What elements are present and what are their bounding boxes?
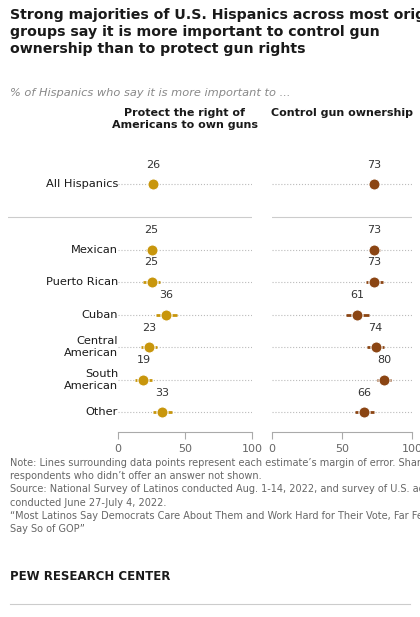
Text: 73: 73 [367,225,381,235]
Text: 25: 25 [144,225,159,235]
Text: Puerto Rican: Puerto Rican [46,277,118,287]
Text: Central
American: Central American [64,336,118,358]
Text: Other: Other [86,407,118,418]
Text: 80: 80 [377,355,391,365]
Text: 73: 73 [367,257,381,267]
Text: PEW RESEARCH CENTER: PEW RESEARCH CENTER [10,570,171,583]
Text: % of Hispanics who say it is more important to ...: % of Hispanics who say it is more import… [10,88,291,98]
Text: 33: 33 [155,388,169,398]
Text: Cuban: Cuban [81,310,118,320]
Text: Protect the right of
Americans to own guns: Protect the right of Americans to own gu… [112,108,258,130]
Text: 66: 66 [357,388,371,398]
Text: 73: 73 [367,160,381,170]
Text: South
American: South American [64,369,118,391]
Text: 23: 23 [142,323,156,333]
Text: 26: 26 [146,160,160,170]
Text: 25: 25 [144,257,159,267]
Text: Note: Lines surrounding data points represent each estimate’s margin of error. S: Note: Lines surrounding data points repr… [10,458,420,534]
Text: 61: 61 [350,290,365,300]
Text: 36: 36 [159,290,173,300]
Text: Strong majorities of U.S. Hispanics across most origin
groups say it is more imp: Strong majorities of U.S. Hispanics acro… [10,8,420,56]
Text: 19: 19 [136,355,150,365]
Text: All Hispanics: All Hispanics [46,180,118,189]
Text: Mexican: Mexican [71,244,118,255]
Text: 74: 74 [368,323,383,333]
Text: Control gun ownership: Control gun ownership [271,108,413,118]
